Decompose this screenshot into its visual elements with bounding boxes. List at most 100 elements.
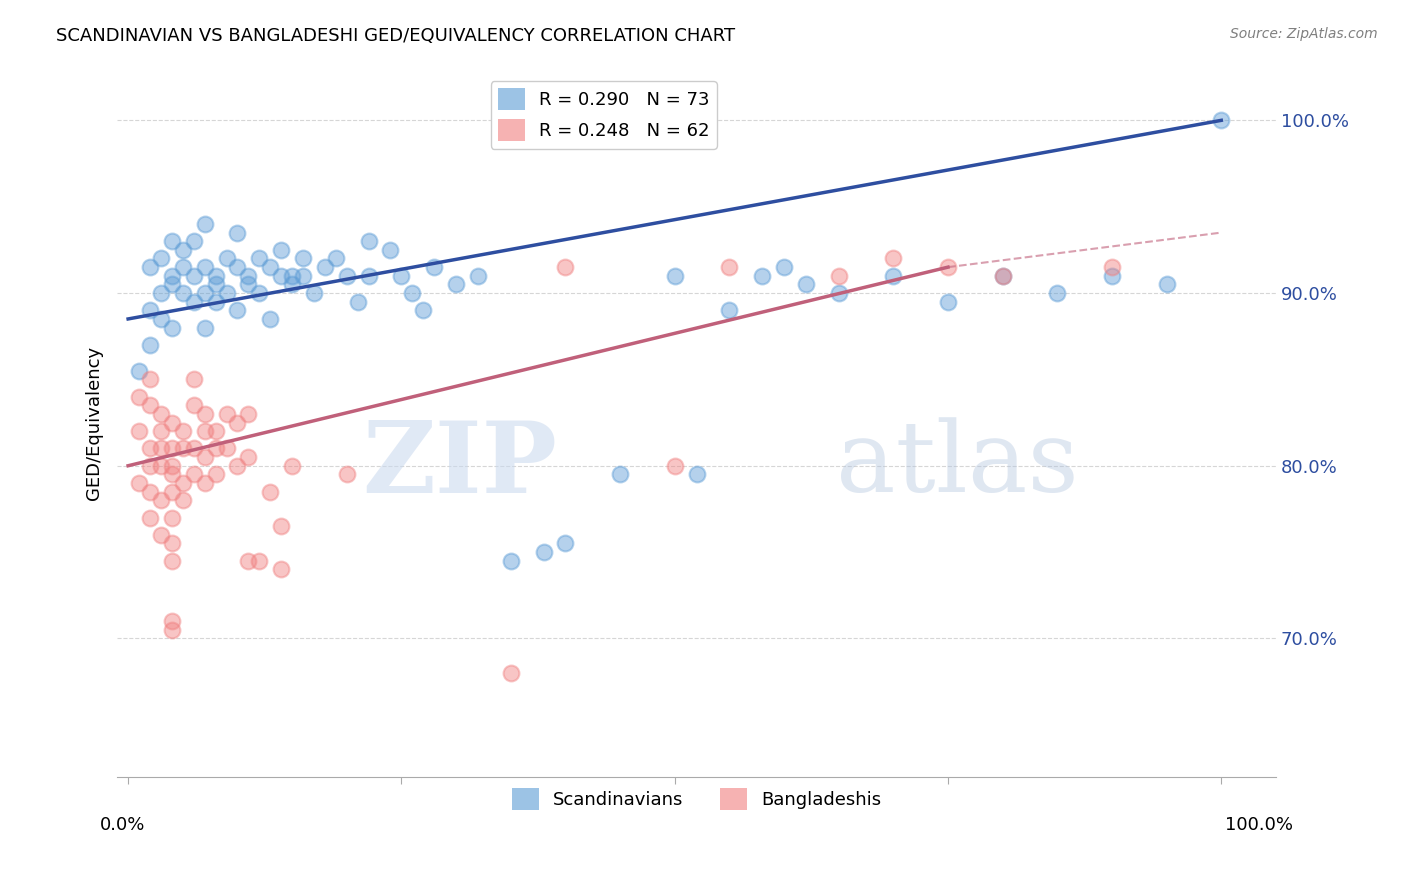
Point xyxy=(149,528,172,542)
Point xyxy=(238,554,260,568)
Point xyxy=(828,268,851,283)
Point xyxy=(139,510,162,524)
Point xyxy=(194,260,217,274)
Point xyxy=(183,294,205,309)
Point xyxy=(160,458,183,473)
Point xyxy=(1046,286,1069,301)
Point xyxy=(554,536,576,550)
Point xyxy=(247,554,270,568)
Point xyxy=(128,364,150,378)
Point xyxy=(194,407,217,421)
Point xyxy=(259,484,281,499)
Point xyxy=(139,303,162,318)
Point xyxy=(194,450,217,464)
Point xyxy=(149,442,172,456)
Point xyxy=(160,510,183,524)
Point xyxy=(412,303,434,318)
Point xyxy=(238,407,260,421)
Point xyxy=(172,442,194,456)
Point xyxy=(139,260,162,274)
Point xyxy=(357,234,380,248)
Point xyxy=(194,476,217,491)
Point xyxy=(238,277,260,292)
Point xyxy=(160,554,183,568)
Point xyxy=(238,450,260,464)
Point xyxy=(172,493,194,508)
Point xyxy=(718,303,741,318)
Point xyxy=(247,286,270,301)
Point xyxy=(149,252,172,266)
Point xyxy=(238,268,260,283)
Point xyxy=(139,398,162,412)
Point xyxy=(160,320,183,334)
Point xyxy=(226,416,249,430)
Point xyxy=(936,294,959,309)
Point xyxy=(215,286,238,301)
Point xyxy=(302,286,325,301)
Point xyxy=(751,268,773,283)
Text: atlas: atlas xyxy=(835,417,1078,513)
Point xyxy=(467,268,489,283)
Point xyxy=(160,623,183,637)
Point xyxy=(1101,268,1123,283)
Point xyxy=(270,268,292,283)
Point xyxy=(139,338,162,352)
Point xyxy=(204,442,226,456)
Point xyxy=(183,372,205,386)
Point xyxy=(991,268,1014,283)
Point xyxy=(204,268,226,283)
Point xyxy=(357,268,380,283)
Point xyxy=(160,442,183,456)
Point xyxy=(882,252,904,266)
Point xyxy=(149,493,172,508)
Point xyxy=(1101,260,1123,274)
Text: ZIP: ZIP xyxy=(363,417,558,514)
Point xyxy=(160,277,183,292)
Point xyxy=(882,268,904,283)
Point xyxy=(183,442,205,456)
Point xyxy=(204,467,226,482)
Point xyxy=(794,277,817,292)
Point xyxy=(160,536,183,550)
Point xyxy=(172,243,194,257)
Point xyxy=(139,442,162,456)
Point xyxy=(172,286,194,301)
Point xyxy=(128,476,150,491)
Point xyxy=(936,260,959,274)
Point xyxy=(194,217,217,231)
Point xyxy=(172,260,194,274)
Point xyxy=(215,407,238,421)
Point xyxy=(391,268,413,283)
Point xyxy=(226,260,249,274)
Point xyxy=(444,277,467,292)
Point xyxy=(609,467,631,482)
Point xyxy=(718,260,741,274)
Point xyxy=(499,554,522,568)
Point xyxy=(401,286,423,301)
Point xyxy=(160,614,183,628)
Point xyxy=(194,320,217,334)
Point xyxy=(292,268,315,283)
Point xyxy=(215,442,238,456)
Point xyxy=(991,268,1014,283)
Point xyxy=(773,260,796,274)
Point xyxy=(149,286,172,301)
Point xyxy=(215,252,238,266)
Point xyxy=(160,467,183,482)
Point xyxy=(281,458,304,473)
Point xyxy=(160,484,183,499)
Point xyxy=(172,476,194,491)
Point xyxy=(149,424,172,438)
Point xyxy=(270,243,292,257)
Point xyxy=(314,260,336,274)
Point xyxy=(139,484,162,499)
Point xyxy=(160,268,183,283)
Point xyxy=(204,277,226,292)
Point xyxy=(270,562,292,576)
Point xyxy=(270,519,292,533)
Point xyxy=(194,286,217,301)
Point xyxy=(664,458,686,473)
Point xyxy=(685,467,707,482)
Point xyxy=(204,424,226,438)
Text: 0.0%: 0.0% xyxy=(100,815,145,833)
